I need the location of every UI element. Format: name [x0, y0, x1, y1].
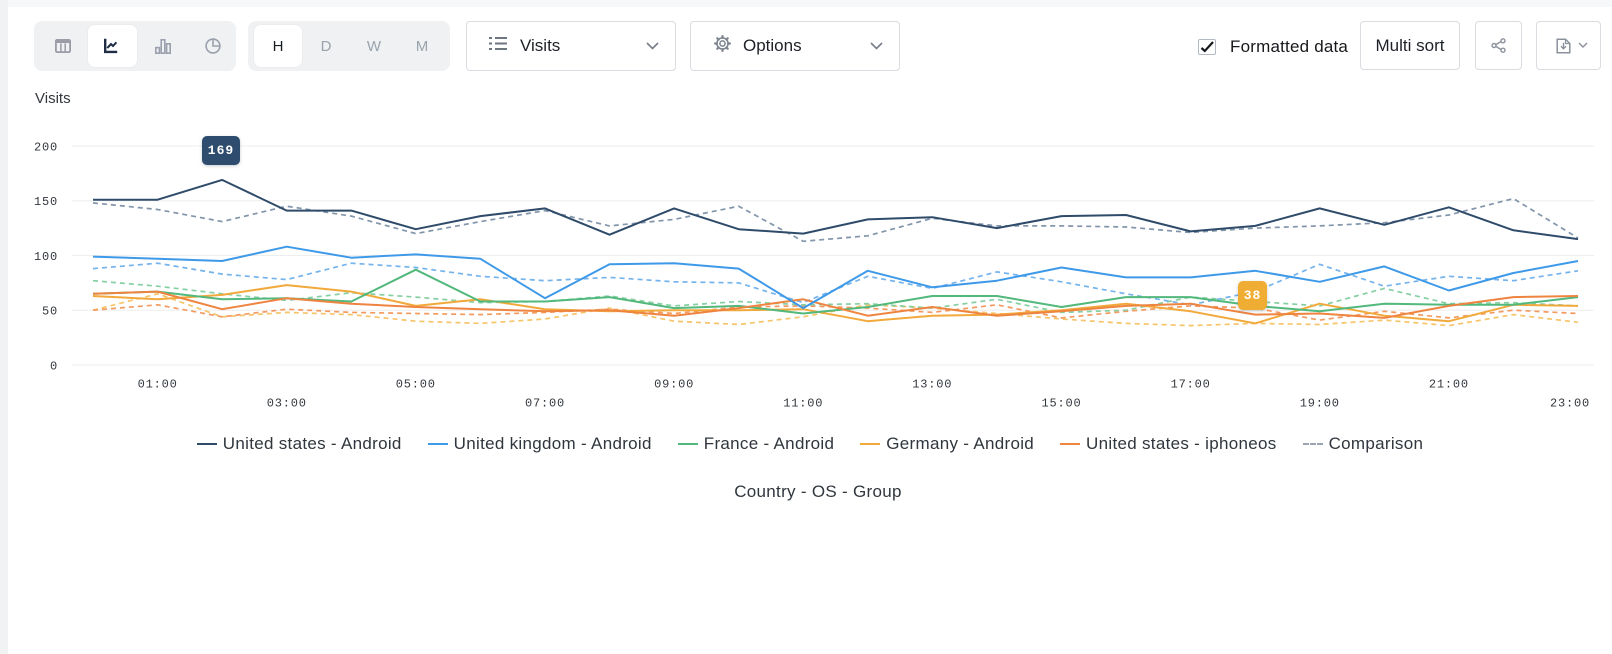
svg-text:07:00: 07:00	[525, 397, 565, 411]
svg-text:50: 50	[42, 305, 58, 319]
svg-text:05:00: 05:00	[396, 378, 436, 392]
svg-text:17:00: 17:00	[1171, 378, 1211, 392]
svg-text:0: 0	[50, 359, 58, 373]
svg-text:21:00: 21:00	[1429, 378, 1469, 392]
svg-text:11:00: 11:00	[783, 397, 823, 411]
svg-text:15:00: 15:00	[1041, 397, 1081, 411]
svg-text:150: 150	[34, 195, 58, 209]
svg-text:23:00: 23:00	[1550, 397, 1590, 411]
svg-text:100: 100	[34, 250, 58, 264]
svg-text:09:00: 09:00	[654, 378, 694, 392]
svg-text:19:00: 19:00	[1300, 397, 1340, 411]
svg-text:03:00: 03:00	[267, 397, 307, 411]
svg-text:200: 200	[34, 140, 58, 154]
svg-text:01:00: 01:00	[138, 378, 178, 392]
svg-text:13:00: 13:00	[912, 378, 952, 392]
